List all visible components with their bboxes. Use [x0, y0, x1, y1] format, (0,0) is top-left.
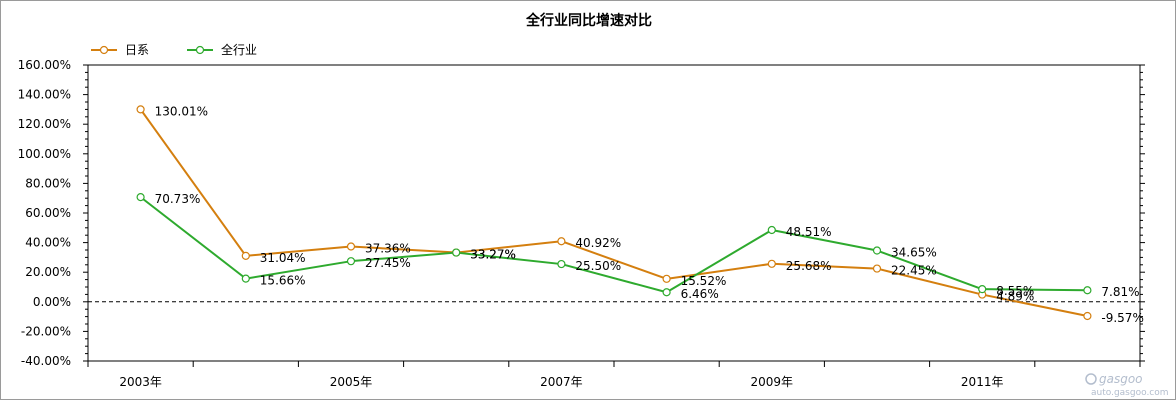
axes: 160.00% 140.00% 120.00% 100.00% 80.00% 60.00%… — [18, 58, 1145, 389]
data-label: 34.65% — [891, 246, 937, 260]
legend-marker-industry — [195, 45, 205, 55]
data-label: 130.01% — [155, 104, 208, 118]
data-point — [767, 259, 776, 268]
y-tick-label: 120.00% — [18, 117, 71, 131]
x-tick-label: 2005年 — [330, 375, 373, 389]
legend-marker-japanese — [99, 45, 109, 55]
y-tick-label: 20.00% — [25, 265, 71, 279]
plot-border — [87, 64, 1141, 362]
data-point — [452, 248, 461, 257]
data-points — [136, 105, 1092, 321]
data-label: 22.45% — [891, 264, 937, 278]
data-label: -9.57% — [1101, 311, 1143, 325]
data-point — [872, 264, 882, 273]
legend-label-industry: 全行业 — [221, 42, 257, 57]
data-label: 25.50% — [575, 259, 621, 273]
data-point — [872, 246, 882, 255]
watermark-url: auto.gasgoo.com — [1091, 388, 1169, 398]
data-label: 31.04% — [260, 251, 306, 265]
watermark: gasgoo auto.gasgoo.com — [1085, 372, 1169, 398]
series-line-1 — [139, 196, 1088, 294]
y-tick-label: 0.00% — [33, 295, 71, 309]
data-label: 4.89% — [996, 290, 1034, 304]
data-label: 48.51% — [786, 225, 832, 239]
data-label: 25.68% — [786, 259, 832, 273]
data-point — [241, 274, 250, 283]
data-label: 33.27% — [470, 248, 516, 262]
data-point — [662, 274, 671, 283]
data-label: 37.36% — [365, 242, 411, 256]
data-label: 40.92% — [575, 236, 621, 250]
y-tick-label: 80.00% — [25, 176, 71, 190]
y-tick-label: 60.00% — [25, 206, 71, 220]
legend-label-japanese: 日系 — [125, 43, 149, 57]
legend-item-japanese: 日系 — [91, 43, 149, 57]
series-lines — [139, 108, 1088, 317]
data-point — [346, 242, 356, 251]
x-tick-label: 2003年 — [119, 375, 162, 389]
data-label: 33.27% — [470, 248, 516, 262]
watermark-logo-icon — [1085, 373, 1097, 385]
x-tick-label: 2009年 — [751, 375, 794, 389]
data-label: 6.46% — [681, 287, 719, 301]
data-label: 8.55% — [996, 284, 1034, 298]
data-point — [978, 285, 987, 294]
chart-title: 全行业同比增速对比 — [525, 12, 652, 29]
data-label: 27.45% — [365, 256, 411, 270]
y-tick-label: -20.00% — [21, 324, 71, 338]
y-tick-label: 160.00% — [18, 58, 71, 72]
data-point — [241, 251, 250, 260]
y-tick-label: 100.00% — [18, 147, 71, 161]
data-point — [136, 193, 145, 202]
y-tick-label: 40.00% — [25, 236, 71, 250]
series-line-0 — [139, 108, 1088, 317]
data-point — [662, 288, 671, 297]
data-labels: 130.01% 31.04% 37.36% 33.27% 40.92% 15.52% 25.… — [155, 104, 1144, 325]
data-label: 15.66% — [260, 274, 306, 288]
data-point — [1083, 286, 1092, 295]
x-tick-label: 2011年 — [961, 375, 1004, 389]
data-point — [346, 257, 356, 266]
data-label: 7.81% — [1101, 285, 1139, 299]
data-point — [557, 259, 566, 269]
data-label: 15.52% — [681, 274, 727, 288]
data-point — [767, 225, 776, 235]
legend-item-industry: 全行业 — [187, 42, 257, 57]
x-tick-label: 2007年 — [540, 375, 583, 389]
y-tick-label: -40.00% — [21, 354, 71, 368]
data-label: 70.73% — [155, 192, 201, 206]
y-tick-label: 140.00% — [18, 88, 71, 102]
data-point — [1083, 311, 1092, 321]
watermark-brand: gasgoo — [1099, 372, 1143, 386]
data-point — [136, 105, 145, 114]
data-point — [557, 237, 566, 246]
legend: 日系 全行业 — [91, 42, 257, 57]
